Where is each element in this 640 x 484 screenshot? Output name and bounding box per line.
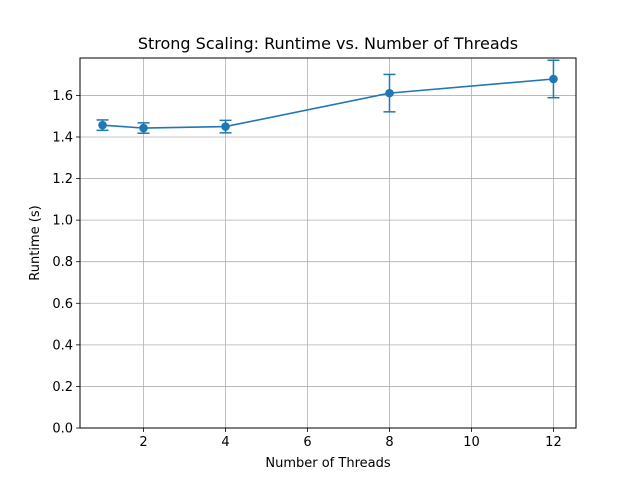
chart-title: Strong Scaling: Runtime vs. Number of Th…: [138, 34, 518, 53]
data-point: [221, 122, 230, 131]
y-tick-label: 0.8: [52, 255, 73, 270]
data-point: [98, 120, 107, 130]
x-axis-label: Number of Threads: [265, 456, 390, 471]
y-tick-label: 1.2: [52, 172, 73, 187]
data-point: [385, 88, 394, 98]
data-layer: [96, 59, 560, 134]
x-tick-label: 2: [139, 435, 147, 450]
x-tick-label: 8: [385, 435, 393, 450]
data-point: [139, 123, 148, 133]
x-tick-label: 10: [463, 435, 480, 450]
y-tick-label: 0.0: [52, 422, 73, 437]
x-tick-label: 6: [303, 435, 311, 450]
x-tick-label: 12: [545, 435, 562, 450]
y-tick-label: 0.2: [52, 380, 73, 395]
y-tick-label: 1.4: [52, 130, 73, 145]
tick-layer: 2 4 6 8 10 12 0.0 0.2 0.4 0.6 0.8 1.0 1.2 1.4 1.6: [52, 89, 561, 450]
y-tick-label: 0.6: [52, 297, 73, 312]
data-point: [549, 74, 558, 84]
x-tick-label: 4: [221, 435, 229, 450]
plot-frame: [79, 57, 577, 429]
y-tick-label: 1.6: [52, 89, 73, 104]
y-tick-label: 0.4: [52, 338, 73, 353]
y-tick-label: 1.0: [52, 214, 73, 229]
grid-layer: [80, 58, 576, 429]
y-axis-label: Runtime (s): [28, 205, 43, 280]
